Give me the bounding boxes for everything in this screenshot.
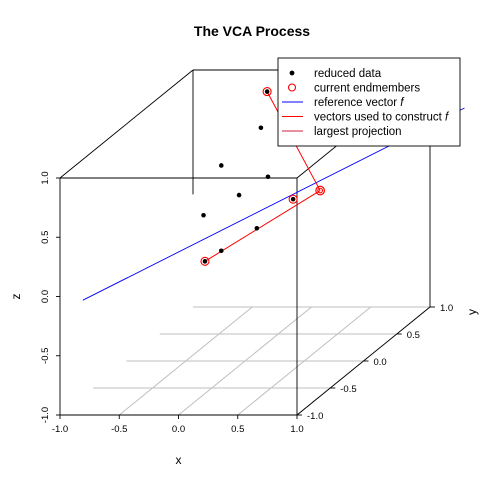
z-tick-label: 0.5 xyxy=(40,231,51,244)
y-axis-label: y xyxy=(465,309,479,315)
z-tick-label: 0.0 xyxy=(40,290,51,303)
reduced-data-point xyxy=(265,89,270,94)
x-axis-label: x xyxy=(176,453,182,467)
legend: reduced data current endmembers reference … xyxy=(278,58,460,146)
legend-symbol-dot xyxy=(290,71,295,76)
x-tick-label: -0.5 xyxy=(111,424,127,435)
largest-projection-inner xyxy=(318,188,323,193)
box-edge xyxy=(60,70,193,178)
z-tick-label: -0.5 xyxy=(40,348,51,364)
reduced-data-point xyxy=(266,175,271,180)
x-tick-label: 1.0 xyxy=(290,424,303,435)
legend-label: largest projection xyxy=(314,126,402,138)
x-tick-label: 0.0 xyxy=(172,424,185,435)
y-tick-label: -1.0 xyxy=(307,411,323,422)
x-tick-label: -1.0 xyxy=(52,424,68,435)
y-tick-label: 0.5 xyxy=(407,330,420,341)
y-tick-label: 0.0 xyxy=(374,357,387,368)
y-tick-label: 1.0 xyxy=(440,303,453,314)
largest-projection-circle xyxy=(316,186,325,195)
reduced-data-point xyxy=(291,197,296,202)
y-tick-label: -0.5 xyxy=(340,384,356,395)
chart-title: The VCA Process xyxy=(194,23,310,39)
legend-label: reduced data xyxy=(314,68,382,80)
z-axis-label: z xyxy=(9,294,23,300)
reduced-data-point xyxy=(203,259,208,264)
legend-label: reference vector f xyxy=(314,97,405,109)
reduced-data-point xyxy=(219,248,224,253)
reduced-data-point xyxy=(255,226,260,231)
legend-label: current endmembers xyxy=(314,83,420,95)
z-tick-label: 1.0 xyxy=(40,171,51,184)
legend-label: vectors used to construct f xyxy=(314,112,450,124)
reduced-data-point xyxy=(201,213,206,218)
axes: -1.0 -0.5 0.0 0.5 1.0 x -1.0 -0.5 0.0 0.5 1.0 z -1.0… xyxy=(9,171,479,467)
reduced-data-point xyxy=(237,193,242,198)
reduced-data-point xyxy=(259,125,264,130)
z-tick-label: -1.0 xyxy=(40,407,51,423)
reduced-data-point xyxy=(219,163,224,168)
x-tick-label: 0.5 xyxy=(231,424,244,435)
